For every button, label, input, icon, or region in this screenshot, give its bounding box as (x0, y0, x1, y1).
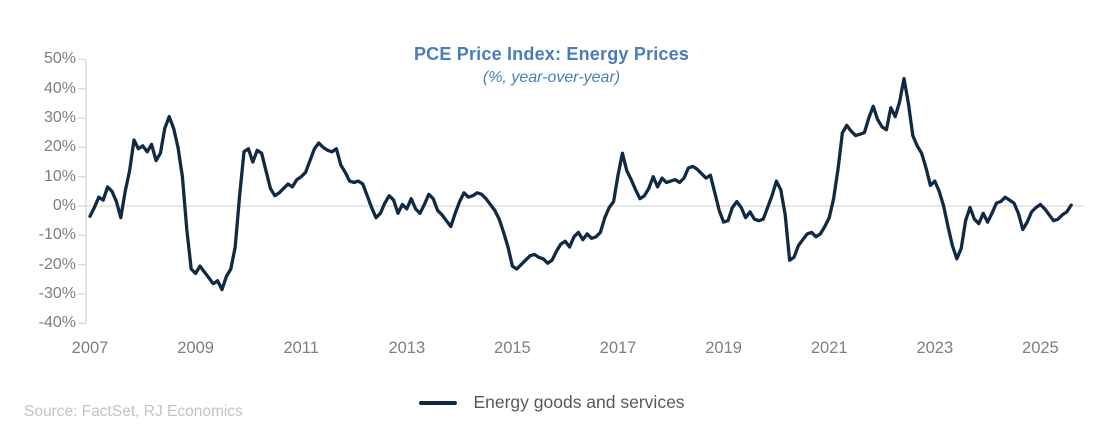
legend: Energy goods and services (418, 392, 685, 413)
x-axis-tick-label: 2023 (916, 339, 954, 357)
y-axis-tick-label: -30% (38, 284, 76, 302)
x-axis-tick-label: 2007 (71, 339, 109, 357)
y-axis-tick-label: -40% (38, 314, 76, 332)
x-axis-tick-label: 2011 (283, 339, 319, 357)
y-axis-tick-label: 40% (43, 79, 76, 97)
legend-line-swatch (418, 400, 457, 405)
y-axis-tick-label: 10% (43, 167, 76, 185)
y-axis-tick-label: 20% (43, 138, 76, 156)
x-axis-tick-label: 2017 (599, 339, 637, 357)
data-line-energy-goods-and-services (88, 76, 1073, 292)
y-axis-tick-label: 30% (43, 109, 76, 127)
legend-label: Energy goods and services (473, 392, 685, 412)
x-axis-tick-label: 2025 (1022, 339, 1059, 357)
y-axis-tick-label: 0% (52, 197, 76, 214)
x-axis-tick-label: 2009 (177, 339, 214, 357)
x-axis-tick-label: 2021 (810, 339, 848, 357)
y-axis-tick-label: -20% (38, 255, 76, 273)
x-axis-tick-label: 2015 (494, 339, 531, 357)
source-text: Source: FactSet, RJ Economics (24, 403, 243, 420)
x-axis-tick-label: 2013 (388, 339, 426, 357)
x-axis-tick-label: 2019 (705, 339, 742, 357)
y-axis-tick-label: -10% (38, 226, 76, 244)
y-axis-tick-label: 50% (43, 50, 76, 68)
